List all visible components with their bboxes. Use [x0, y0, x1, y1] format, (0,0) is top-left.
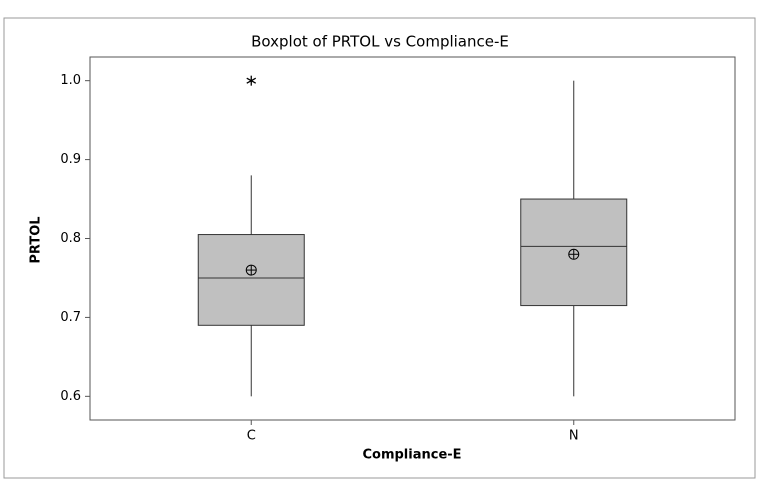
y-tick-label: 0.8 — [60, 231, 81, 246]
x-tick-label: N — [569, 429, 579, 444]
chart-title: Boxplot of PRTOL vs Compliance-E — [251, 33, 509, 51]
y-tick-label: 0.7 — [60, 310, 81, 325]
outlier-part — [246, 77, 257, 84]
plot-area — [89, 56, 736, 421]
y-tick-label: 1.0 — [60, 73, 81, 88]
y-tick-label: 0.9 — [60, 152, 81, 167]
y-tick-label: 0.6 — [60, 389, 81, 404]
mean-marker — [245, 264, 257, 276]
x-axis-label: Compliance-E — [362, 448, 461, 463]
y-axis-label: PRTOL — [29, 216, 44, 263]
mean-marker — [568, 248, 580, 260]
x-tick-label: C — [247, 429, 256, 444]
box — [197, 234, 305, 326]
outlier — [246, 75, 257, 86]
